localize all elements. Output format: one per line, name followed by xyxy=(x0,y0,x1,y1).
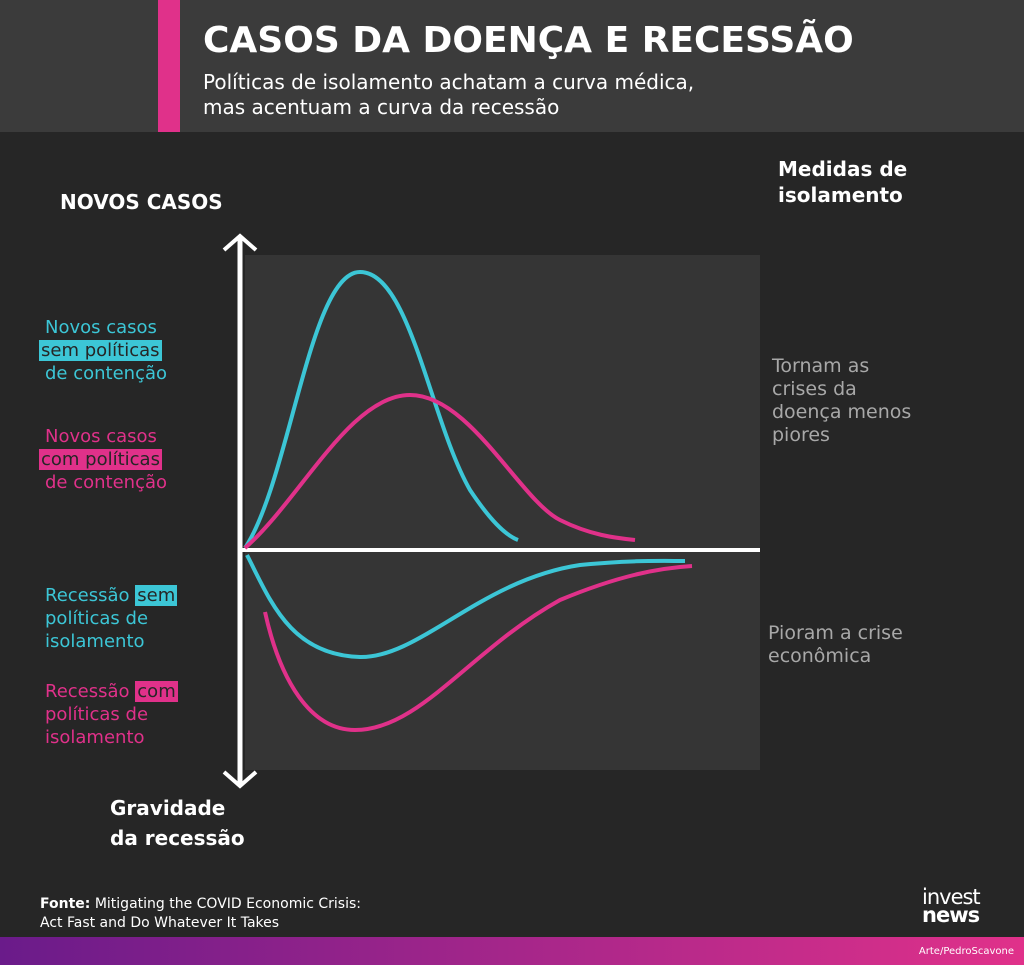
legend-highlight: com xyxy=(135,681,178,702)
note-line: Pioram a crise xyxy=(768,622,903,644)
curve-cases-no-policy xyxy=(243,269,519,550)
axis-top-label: NOVOS CASOS xyxy=(60,190,223,214)
label-line: da recessão xyxy=(110,826,245,850)
note-line: crises da xyxy=(772,378,857,400)
note-line: piores xyxy=(772,424,830,446)
legend-item: Recessão sem políticas de isolamento xyxy=(45,584,178,653)
right-title: Medidas de isolamento xyxy=(778,156,907,208)
legend-line: políticas de xyxy=(45,608,149,629)
legend-line: isolamento xyxy=(45,727,145,748)
logo: invest news xyxy=(922,885,981,927)
source: Fonte: Mitigating the COVID Economic Cri… xyxy=(40,895,361,933)
logo-line: news xyxy=(922,903,980,927)
plot-area xyxy=(245,255,760,770)
legend-line: Novos casos xyxy=(45,317,157,338)
header-accent xyxy=(158,0,180,132)
legend-line: isolamento xyxy=(45,631,145,652)
source-label: Fonte: xyxy=(40,896,91,912)
curve-recession-no-policy xyxy=(245,554,686,660)
legend-line: Recessão xyxy=(45,681,130,702)
axis-bottom-label: Gravidade da recessão xyxy=(110,793,245,853)
note-line: doença menos xyxy=(772,401,912,423)
legend-line: de contenção xyxy=(45,472,168,493)
source-line: Mitigating the COVID Economic Crisis: xyxy=(94,896,361,912)
legend-line: Recessão xyxy=(45,585,130,606)
label-line: Medidas de xyxy=(778,157,908,181)
legend-item: Novos casos sem políticas de contenção xyxy=(39,316,168,385)
arrow-down xyxy=(222,770,258,789)
legend-highlight: sem políticas xyxy=(39,340,162,361)
legend-item: Novos casos com políticas de contenção xyxy=(39,425,168,494)
title: CASOS DA DOENÇA E RECESSÃO xyxy=(203,20,854,61)
footer-band xyxy=(0,937,1024,965)
curve-cases-policy xyxy=(243,392,636,550)
arrow-up xyxy=(222,233,258,252)
note-line: Tornam as xyxy=(772,355,870,377)
subtitle-line: Políticas de isolamento achatam a curva … xyxy=(203,70,695,94)
legend-highlight: com políticas xyxy=(39,449,162,470)
label-line: Gravidade xyxy=(110,796,226,820)
label-line: isolamento xyxy=(778,183,903,207)
legend-item: Recessão com políticas de isolamento xyxy=(45,680,178,749)
source-line: Act Fast and Do Whatever It Takes xyxy=(40,915,280,931)
note-line: econômica xyxy=(768,645,872,667)
logo-line: invest xyxy=(922,885,981,909)
note-lower: Pioram a crise econômica xyxy=(768,622,903,668)
note-upper: Tornam as crises da doença menos piores xyxy=(772,355,911,447)
subtitle: Políticas de isolamento achatam a curva … xyxy=(203,70,694,120)
subtitle-line: mas acentuam a curva da recessão xyxy=(203,95,560,119)
credit: Arte/PedroScavone xyxy=(918,946,1014,957)
legend-highlight: sem xyxy=(135,585,178,606)
legend-line: políticas de xyxy=(45,704,149,725)
curve-recession-policy xyxy=(263,564,693,733)
legend-line: Novos casos xyxy=(45,426,157,447)
legend-line: de contenção xyxy=(45,363,168,384)
